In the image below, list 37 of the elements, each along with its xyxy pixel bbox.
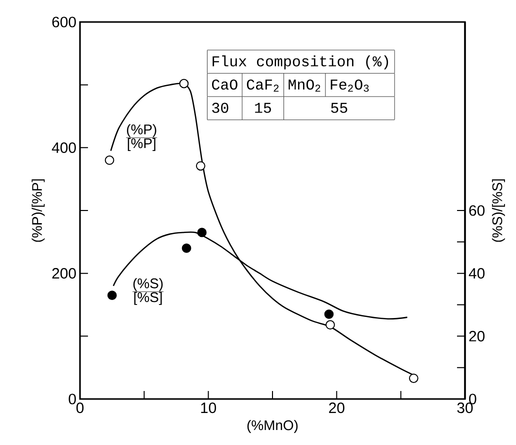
point bbox=[326, 320, 335, 330]
point bbox=[408, 374, 418, 383]
x-tick-label: 30 bbox=[457, 402, 473, 414]
annotation: 15 bbox=[255, 102, 271, 113]
y-tick-label: 400 bbox=[52, 142, 76, 153]
annotation: MnO$_{2}$ bbox=[288, 80, 320, 92]
point bbox=[196, 161, 206, 171]
annotation: (%P) bbox=[126, 124, 156, 138]
y2-tick-label: 60 bbox=[469, 205, 485, 216]
point bbox=[179, 78, 189, 88]
point bbox=[107, 290, 117, 300]
y-axis-title: (%P)/[%P] bbox=[32, 179, 45, 242]
y2-axis-title: (%S)/[%S] bbox=[492, 179, 505, 242]
annotation: (%S) bbox=[133, 278, 163, 292]
y-tick-label: 600 bbox=[52, 16, 76, 28]
point bbox=[182, 244, 192, 253]
y2-tick-label: 0 bbox=[469, 394, 476, 404]
point bbox=[324, 309, 334, 319]
x-axis-title: (%MnO) bbox=[247, 420, 298, 433]
annotation: CaO bbox=[212, 80, 238, 90]
x-tick-label: 10 bbox=[201, 402, 216, 414]
annotation: 55 bbox=[331, 102, 348, 113]
line-series bbox=[112, 231, 408, 320]
y2-tick-label: 20 bbox=[469, 330, 485, 342]
y-tick-label: 0 bbox=[68, 394, 76, 404]
y-tick-label: 200 bbox=[52, 268, 76, 279]
annotation: [%P] bbox=[128, 138, 156, 151]
annotation: 30 bbox=[212, 102, 228, 113]
annotation: CaF$_{2}$ bbox=[246, 80, 279, 92]
annotation: Flux composition (%) bbox=[212, 55, 388, 70]
x-tick-label: 0 bbox=[76, 402, 84, 414]
point bbox=[197, 228, 207, 238]
y2-tick-label: 40 bbox=[468, 268, 485, 279]
annotation: Fe$_{2}$O$_{3}$ bbox=[330, 80, 369, 92]
annotation: [%S] bbox=[134, 292, 162, 305]
point bbox=[104, 156, 114, 165]
x-tick-label: 20 bbox=[329, 402, 344, 414]
